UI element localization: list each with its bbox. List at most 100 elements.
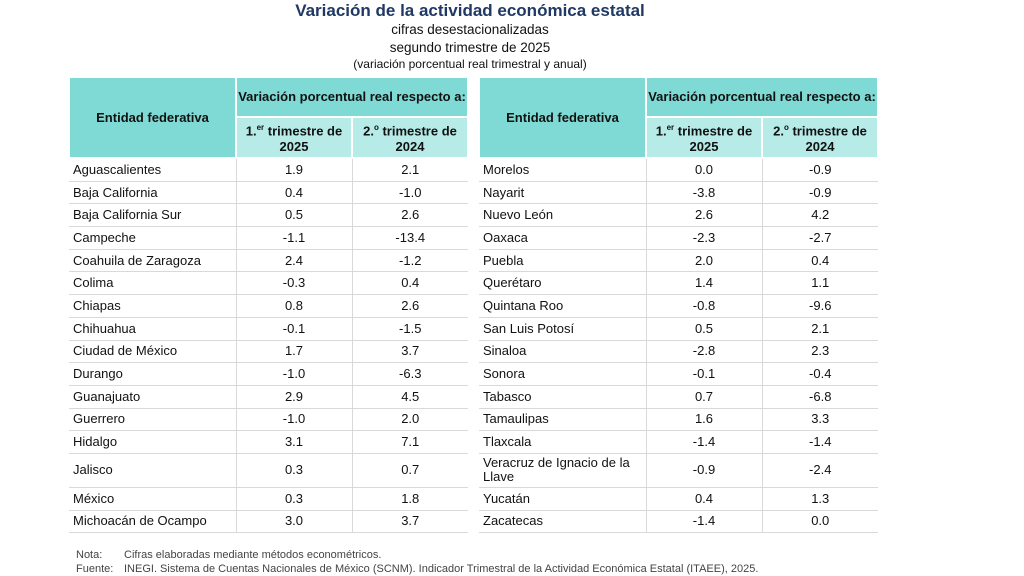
annual-variation: -1.0 (352, 181, 468, 205)
table-row: Guanajuato 2.9 4.5 (69, 385, 468, 409)
annual-variation: -2.4 (762, 453, 878, 488)
quarterly-variation: -1.4 (646, 430, 763, 454)
quarterly-variation: -0.3 (236, 271, 353, 296)
header-variation: Variación porcentual real respecto a: (235, 76, 469, 118)
entity-name: Durango (69, 362, 237, 386)
table-row: Baja California 0.4 -1.0 (69, 181, 468, 205)
header-q2-2024: 2.o trimestre de 2024 (351, 116, 469, 159)
annual-variation: 1.1 (762, 271, 878, 296)
quarterly-variation: 0.4 (236, 181, 353, 205)
table-row: Tabasco 0.7 -6.8 (479, 385, 878, 409)
quarterly-variation: -1.0 (236, 362, 353, 386)
entity-name: San Luis Potosí (479, 317, 647, 341)
annual-variation: 2.3 (762, 340, 878, 364)
table-row: Puebla 2.0 0.4 (479, 249, 878, 273)
page-title: Variación de la actividad económica esta… (295, 1, 645, 20)
quarterly-variation: 0.4 (646, 487, 763, 511)
annual-variation: -13.4 (352, 226, 468, 250)
table-row: México 0.3 1.8 (69, 487, 468, 511)
table-row: Ciudad de México 1.7 3.7 (69, 340, 468, 364)
table-row: Oaxaca -2.3 -2.7 (479, 226, 878, 250)
entity-name: Guerrero (69, 408, 237, 432)
subtitle-units: (variación porcentual real trimestral y … (353, 57, 587, 71)
annual-variation: -1.5 (352, 317, 468, 341)
header-q1-2025: 1.er trimestre de 2025 (645, 116, 763, 159)
table-row: Colima -0.3 0.4 (69, 271, 468, 296)
annual-variation: -0.4 (762, 362, 878, 386)
table-row: Baja California Sur 0.5 2.6 (69, 203, 468, 228)
table-row: Veracruz de Ignacio de la Llave -0.9 -2.… (479, 453, 878, 488)
annual-variation: 0.0 (762, 510, 878, 534)
table-row: Yucatán 0.4 1.3 (479, 487, 878, 511)
quarterly-variation: 0.7 (646, 385, 763, 409)
entity-name: Campeche (69, 226, 237, 250)
header-q2-2024: 2.o trimestre de 2024 (761, 116, 879, 159)
quarterly-variation: 3.0 (236, 510, 353, 534)
note-line: Nota: Cifras elaboradas mediante métodos … (76, 548, 758, 562)
table-row: Chiapas 0.8 2.6 (69, 294, 468, 318)
annual-variation: -1.4 (762, 430, 878, 454)
entity-name: México (69, 487, 237, 511)
quarterly-variation: -0.1 (646, 362, 763, 386)
entity-name: Querétaro (479, 271, 647, 296)
annual-variation: 3.7 (352, 340, 468, 364)
quarterly-variation: 1.4 (646, 271, 763, 296)
quarterly-variation: -0.8 (646, 294, 763, 318)
entity-name: Tamaulipas (479, 408, 647, 432)
source-label: Fuente: (76, 563, 114, 575)
entity-name: Ciudad de México (69, 340, 237, 364)
table-row: Aguascalientes 1.9 2.1 (69, 158, 468, 182)
quarterly-variation: 1.9 (236, 158, 353, 182)
table-row: Coahuila de Zaragoza 2.4 -1.2 (69, 249, 468, 273)
entity-name: Colima (69, 271, 237, 296)
annual-variation: 1.3 (762, 487, 878, 511)
quarterly-variation: -0.1 (236, 317, 353, 341)
annual-variation: 7.1 (352, 430, 468, 454)
annual-variation: 0.4 (352, 271, 468, 296)
entity-name: Nayarit (479, 181, 647, 205)
table-row: Guerrero -1.0 2.0 (69, 408, 468, 432)
entity-name: Baja California (69, 181, 237, 205)
entity-name: Coahuila de Zaragoza (69, 249, 237, 273)
quarterly-variation: 2.6 (646, 203, 763, 228)
quarterly-variation: 0.3 (236, 487, 353, 511)
annual-variation: 0.7 (352, 453, 468, 488)
quarterly-variation: 3.1 (236, 430, 353, 454)
annual-variation: -1.2 (352, 249, 468, 273)
annual-variation: 2.6 (352, 294, 468, 318)
quarterly-variation: 0.8 (236, 294, 353, 318)
subtitle-period: segundo trimestre de 2025 (389, 40, 551, 55)
entity-name: Baja California Sur (69, 203, 237, 228)
entity-name: Oaxaca (479, 226, 647, 250)
quarterly-variation: -1.4 (646, 510, 763, 534)
quarterly-variation: 1.7 (236, 340, 353, 364)
note-text: Cifras elaboradas mediante métodos econo… (124, 549, 382, 561)
quarterly-variation: -1.0 (236, 408, 353, 432)
table-row: Jalisco 0.3 0.7 (69, 453, 468, 488)
table-row: Sonora -0.1 -0.4 (479, 362, 878, 386)
entity-name: Tlaxcala (479, 430, 647, 454)
entity-name: Sinaloa (479, 340, 647, 364)
table-row: Sinaloa -2.8 2.3 (479, 340, 878, 364)
header-variation: Variación porcentual real respecto a: (645, 76, 879, 118)
quarterly-variation: -2.3 (646, 226, 763, 250)
annual-variation: 1.8 (352, 487, 468, 511)
entity-name: Chihuahua (69, 317, 237, 341)
annual-variation: -6.8 (762, 385, 878, 409)
table-row: San Luis Potosí 0.5 2.1 (479, 317, 878, 341)
quarterly-variation: -0.9 (646, 453, 763, 488)
entity-name: Sonora (479, 362, 647, 386)
table-row: Quintana Roo -0.8 -9.6 (479, 294, 878, 318)
table-row: Nuevo León 2.6 4.2 (479, 203, 878, 228)
table-row: Hidalgo 3.1 7.1 (69, 430, 468, 454)
title-block: Variación de la actividad económica esta… (0, 0, 940, 72)
quarterly-variation: 1.6 (646, 408, 763, 432)
entity-name: Michoacán de Ocampo (69, 510, 237, 534)
table-row: Tamaulipas 1.6 3.3 (479, 408, 878, 432)
table-row: Durango -1.0 -6.3 (69, 362, 468, 386)
quarterly-variation: -3.8 (646, 181, 763, 205)
header-entity: Entidad federativa (478, 76, 647, 159)
quarterly-variation: 2.9 (236, 385, 353, 409)
annual-variation: 2.1 (352, 158, 468, 182)
note-label: Nota: (76, 549, 103, 561)
